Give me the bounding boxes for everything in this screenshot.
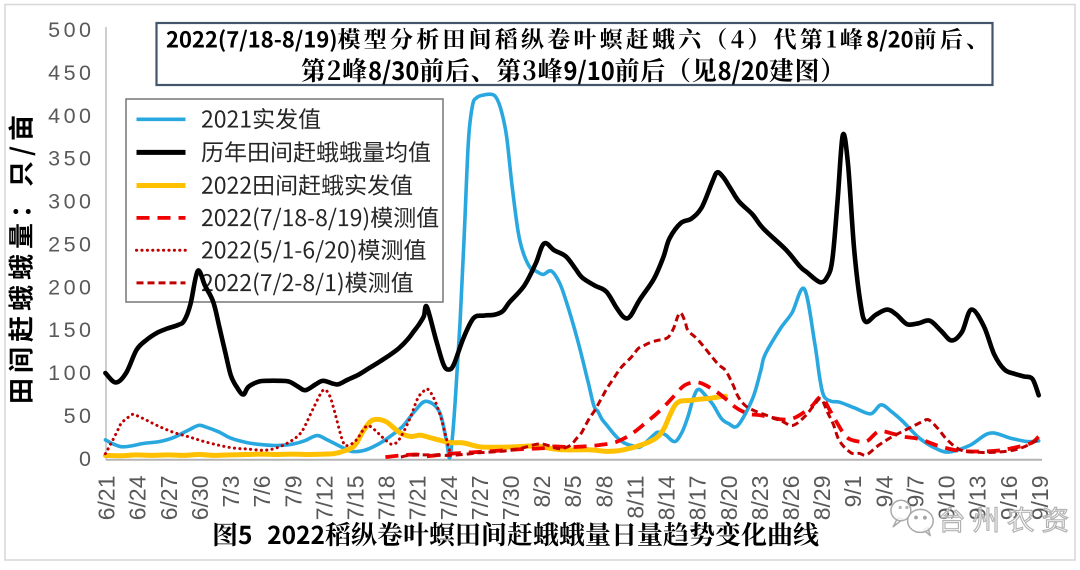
svg-text:7/18: 7/18 [374, 476, 400, 521]
svg-text:50: 50 [64, 404, 95, 428]
svg-text:9/4: 9/4 [871, 475, 897, 507]
svg-text:7/15: 7/15 [343, 476, 369, 521]
svg-text:7/30: 7/30 [498, 476, 524, 521]
svg-text:400: 400 [48, 104, 94, 128]
svg-text:300: 300 [48, 190, 94, 214]
svg-text:450: 450 [48, 61, 94, 85]
svg-text:9/16: 9/16 [996, 476, 1022, 521]
svg-text:8/8: 8/8 [591, 476, 617, 508]
svg-text:8/26: 8/26 [778, 476, 804, 521]
svg-text:7/27: 7/27 [467, 476, 493, 521]
svg-text:6/24: 6/24 [125, 475, 151, 520]
svg-text:250: 250 [48, 232, 94, 256]
svg-text:8/11: 8/11 [623, 476, 649, 519]
svg-text:8/20: 8/20 [716, 476, 742, 521]
svg-text:8/2: 8/2 [529, 476, 555, 508]
svg-text:8/5: 8/5 [560, 476, 586, 508]
svg-text:200: 200 [48, 275, 94, 299]
svg-text:7/24: 7/24 [436, 475, 462, 520]
svg-text:6/30: 6/30 [187, 476, 213, 521]
svg-text:7/6: 7/6 [249, 476, 275, 508]
svg-text:8/17: 8/17 [685, 476, 711, 521]
svg-text:150: 150 [48, 318, 94, 342]
svg-text:7/12: 7/12 [311, 476, 337, 521]
svg-text:9/1: 9/1 [840, 476, 866, 508]
svg-text:350: 350 [48, 147, 94, 171]
svg-text:8/29: 8/29 [809, 476, 835, 521]
svg-text:0: 0 [79, 447, 94, 471]
svg-text:6/21: 6/21 [94, 476, 120, 521]
svg-text:7/3: 7/3 [218, 476, 244, 508]
svg-text:7/21: 7/21 [405, 476, 431, 521]
svg-text:7/9: 7/9 [280, 476, 306, 508]
svg-text:6/27: 6/27 [156, 476, 182, 521]
svg-text:8/23: 8/23 [747, 476, 773, 521]
svg-text:8/14: 8/14 [654, 475, 680, 520]
svg-text:500: 500 [48, 18, 94, 42]
svg-text:100: 100 [48, 361, 94, 385]
